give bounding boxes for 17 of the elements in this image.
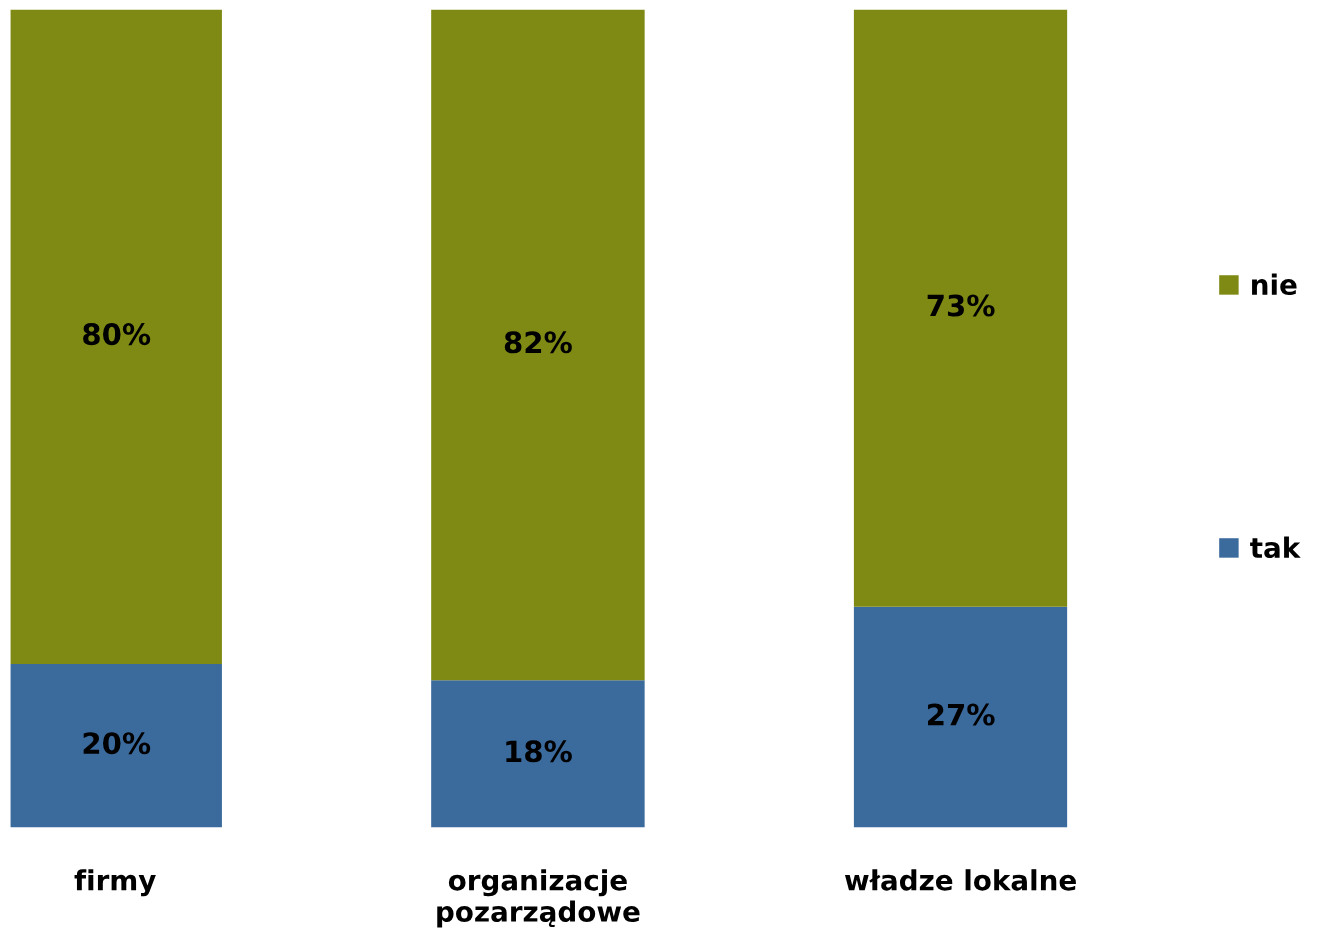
legend-label: tak — [1250, 536, 1301, 559]
bar — [853, 9, 1068, 607]
data-label: 82% — [504, 331, 572, 354]
bar — [10, 663, 222, 828]
bar — [431, 680, 645, 828]
data-label: 73% — [927, 294, 995, 317]
bar — [853, 606, 1068, 828]
x-tick-label: władze lokalne — [844, 869, 1076, 891]
legend-label: nie — [1252, 273, 1297, 296]
data-label: 20% — [83, 732, 151, 755]
bar — [431, 9, 645, 681]
x-tick-label: firmy — [74, 869, 156, 897]
x-tick-label: organizacje pozarządowe — [437, 869, 640, 928]
bar — [10, 9, 222, 664]
data-label: 27% — [928, 703, 995, 726]
data-label: 18% — [506, 740, 572, 763]
data-label: 80% — [83, 323, 151, 346]
